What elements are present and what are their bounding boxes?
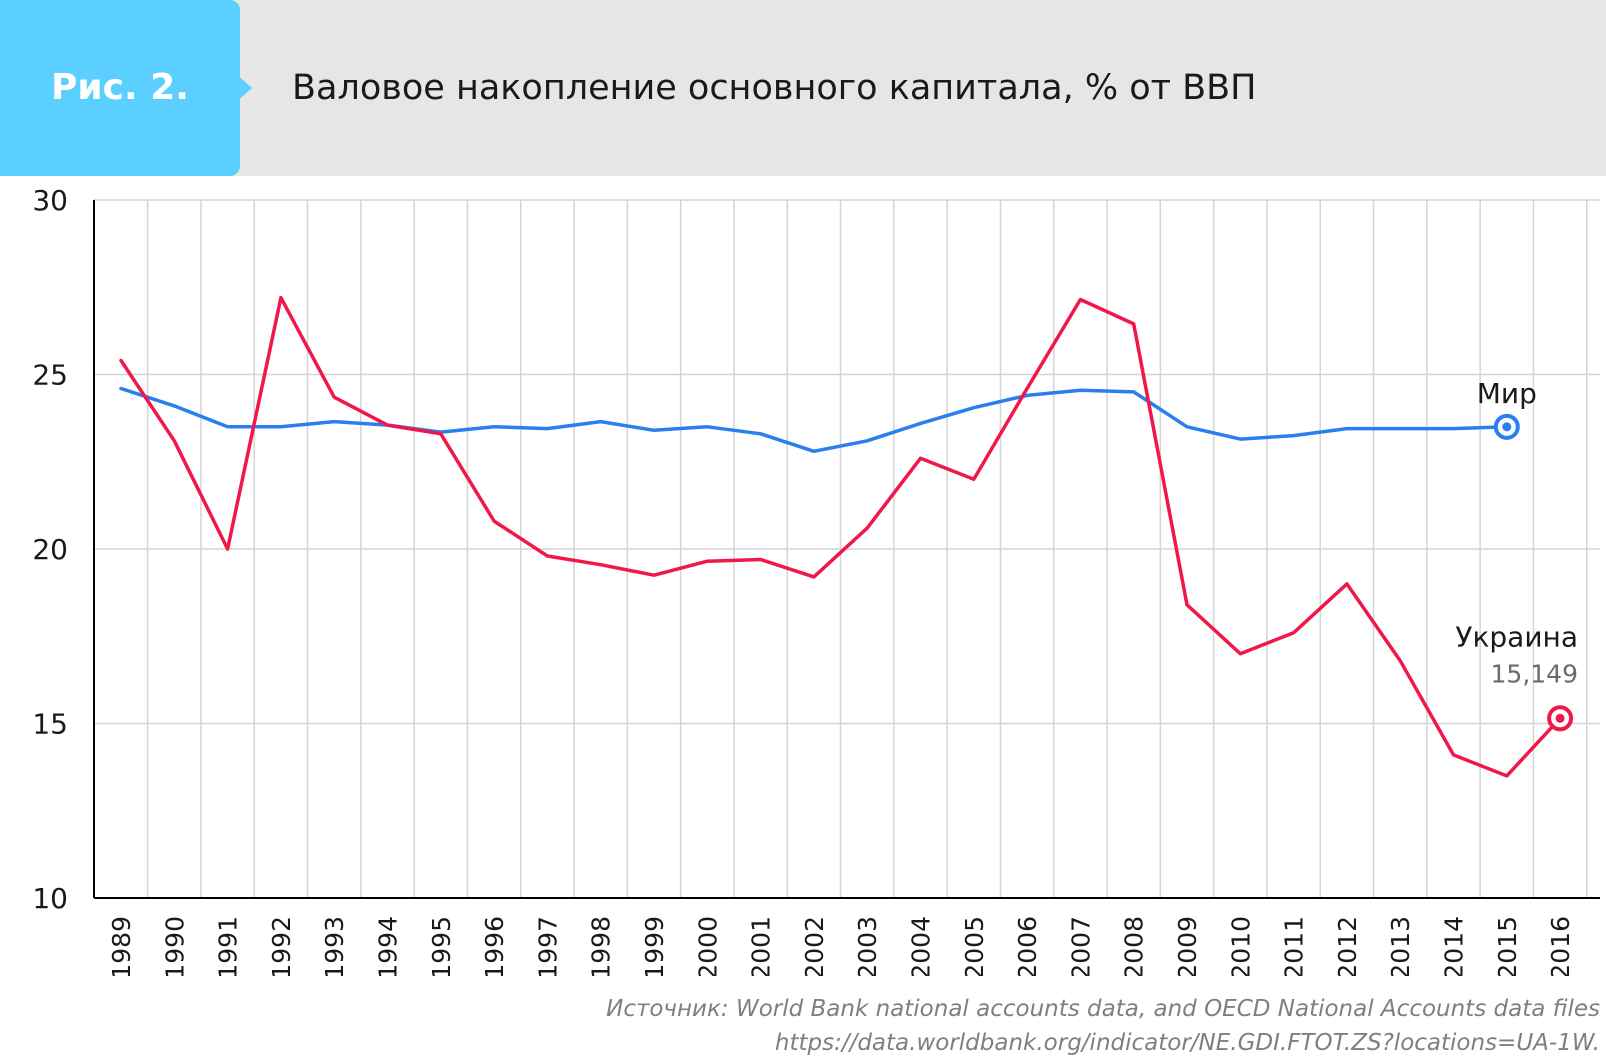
y-tick-label: 10 [32, 882, 68, 915]
x-tick-label: 2016 [1546, 916, 1575, 976]
source-url: https://data.worldbank.org/indicator/NE.… [774, 1030, 1600, 1056]
x-tick-label: 2011 [1280, 916, 1309, 976]
x-tick-label: 2012 [1333, 916, 1362, 976]
x-tick-label: 2003 [853, 916, 882, 976]
figure-tag [0, 0, 240, 176]
x-tick-label: 2008 [1120, 916, 1149, 976]
end-value-label-ukraine: 15,149 [1491, 659, 1578, 688]
grid [94, 199, 1600, 899]
x-tick-label: 1991 [214, 916, 243, 976]
series-labels: Мир Украина 15,149 [1455, 377, 1578, 688]
y-tick-label: 25 [32, 359, 68, 392]
series-label-world: Мир [1477, 377, 1537, 410]
x-tick-label: 2005 [960, 916, 989, 976]
x-tick-label: 1994 [374, 916, 403, 976]
x-tick-label: 2006 [1013, 916, 1042, 976]
figure-number: Рис. 2. [51, 67, 189, 108]
x-tick-label: 1990 [160, 916, 189, 976]
series-label-ukraine: Украина [1455, 620, 1578, 653]
end-marker-dot-ukraine [1555, 713, 1565, 723]
series-group [119, 295, 1574, 778]
x-tick-label: 1995 [427, 916, 456, 976]
x-tick-label: 2015 [1493, 916, 1522, 976]
x-tick-label: 1989 [107, 916, 136, 976]
x-tick-label: 2010 [1226, 916, 1255, 976]
x-tick-label: 2007 [1066, 916, 1095, 976]
end-marker-dot-world [1502, 422, 1512, 432]
x-tick-label: 2001 [747, 916, 776, 976]
axes [93, 200, 1600, 899]
x-tick-label: 1993 [320, 916, 349, 976]
x-tick-label: 2009 [1173, 916, 1202, 976]
x-tick-label: 2000 [693, 916, 722, 976]
source-note: Источник: World Bank national accounts d… [606, 996, 1600, 1022]
y-tick-label: 15 [32, 708, 68, 741]
x-tick-label: 1996 [480, 916, 509, 976]
x-tick-label: 2004 [907, 916, 936, 976]
chart-title: Валовое накопление основного капитала, %… [292, 68, 1257, 108]
x-tick-label: 1999 [640, 916, 669, 976]
y-tick-label: 30 [32, 184, 68, 217]
x-tick-label: 1998 [587, 916, 616, 976]
figure-tag-arrow [236, 74, 252, 102]
x-tick-label: 2014 [1440, 916, 1469, 976]
x-tick-label: 1997 [533, 916, 562, 976]
x-tick-labels: 1989 1990 1991 1992 1993 1994 1995 1996 1997 1998… [107, 916, 1575, 976]
y-tick-labels: 10 15 20 25 30 [32, 184, 68, 915]
y-tick-label: 20 [32, 533, 68, 566]
figure-header: Рис. 2. Валовое накопление основного кап… [0, 0, 1606, 176]
x-tick-label: 2002 [800, 916, 829, 976]
x-tick-label: 1992 [267, 916, 296, 976]
x-tick-label: 2013 [1386, 916, 1415, 976]
series-line-world [119, 386, 1509, 454]
series-line-ukraine [119, 295, 1562, 778]
